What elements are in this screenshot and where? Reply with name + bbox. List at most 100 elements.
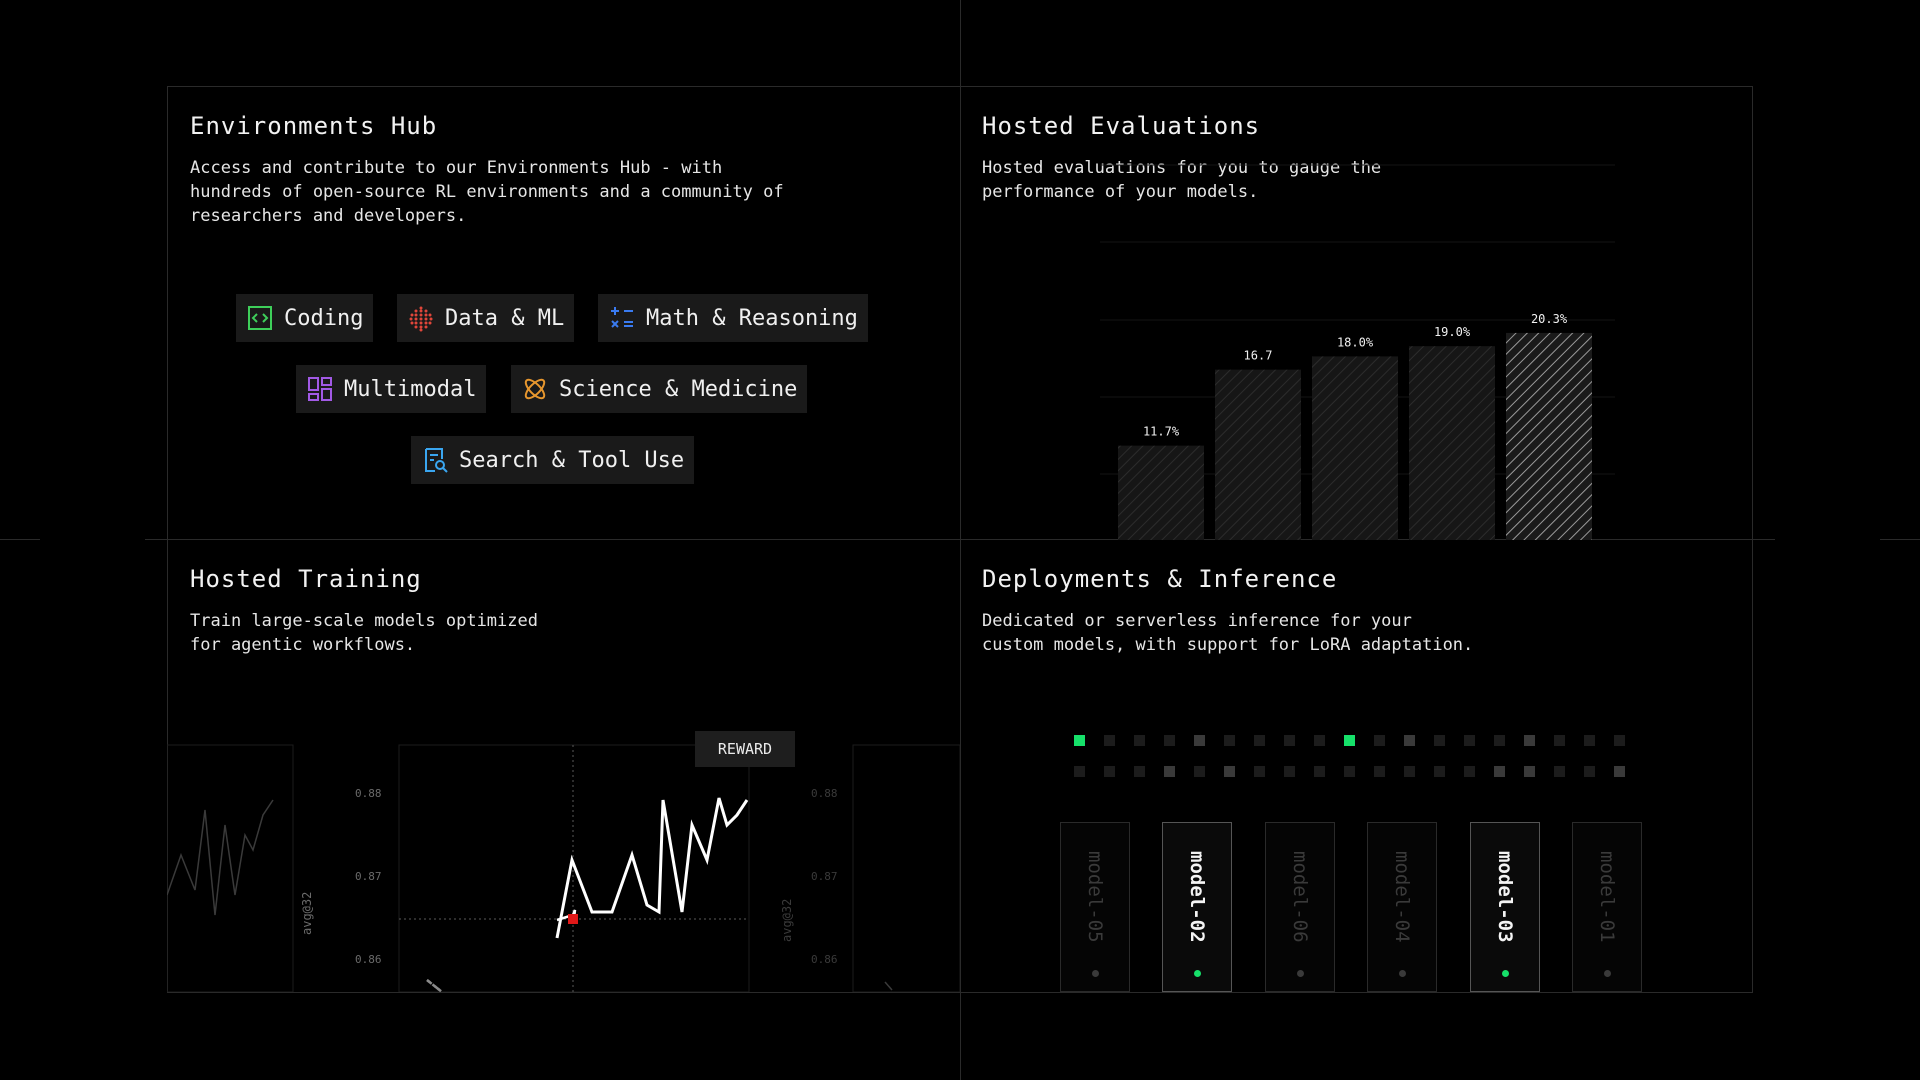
deployments-description: Dedicated or serverless inference for yo… bbox=[982, 611, 1474, 655]
activity-square bbox=[1434, 735, 1445, 746]
tag-label: Coding bbox=[284, 305, 364, 331]
tag-science-medicine[interactable]: Science & Medicine bbox=[511, 365, 808, 413]
model-card-model-02[interactable]: model-02 bbox=[1162, 822, 1232, 992]
y-axis-label: avg@32 bbox=[300, 891, 314, 935]
activity-square bbox=[1314, 766, 1325, 777]
bar-label-2: 18.0% bbox=[1337, 335, 1374, 349]
activity-square bbox=[1254, 735, 1265, 746]
environments-title: Environments Hub bbox=[190, 112, 438, 140]
ghost-y-tick-087: 0.87 bbox=[811, 870, 838, 883]
ghost-series-right bbox=[884, 981, 893, 991]
bar-3 bbox=[1409, 346, 1495, 540]
activity-square bbox=[1074, 766, 1085, 777]
model-card-model-05[interactable]: model-05 bbox=[1060, 822, 1130, 992]
ghost-chart-right bbox=[852, 744, 960, 992]
y-tick-088: 0.88 bbox=[355, 787, 382, 800]
activity-square bbox=[1104, 766, 1115, 777]
activity-square bbox=[1134, 735, 1145, 746]
model-name: model-06 bbox=[1289, 851, 1311, 943]
activity-square bbox=[1464, 735, 1475, 746]
activity-square bbox=[1494, 735, 1505, 746]
ghost-y-tick-086: 0.86 bbox=[811, 953, 838, 966]
data-grid-icon bbox=[407, 304, 435, 332]
activity-square bbox=[1584, 735, 1595, 746]
frame-vertical-divider bbox=[960, 0, 961, 1080]
model-status-dot bbox=[1502, 970, 1509, 977]
tag-label: Search & Tool Use bbox=[459, 447, 685, 473]
ghost-series-left bbox=[167, 799, 274, 916]
training-description: Train large-scale models optimized for a… bbox=[190, 611, 538, 655]
model-card-model-03[interactable]: model-03 bbox=[1470, 822, 1540, 992]
reward-series-current bbox=[555, 797, 749, 939]
ghost-chart-left bbox=[167, 744, 294, 992]
model-status-dot bbox=[1092, 970, 1099, 977]
ghost-y-axis-label: avg@32 bbox=[780, 898, 794, 942]
activity-square bbox=[1284, 766, 1295, 777]
training-title: Hosted Training bbox=[190, 565, 422, 593]
model-name: model-04 bbox=[1391, 851, 1413, 943]
evaluations-title: Hosted Evaluations bbox=[982, 112, 1261, 140]
frame-tick-left bbox=[0, 539, 40, 540]
frame-horizontal-divider bbox=[145, 539, 1775, 540]
activity-square bbox=[1224, 735, 1235, 746]
y-tick-086: 0.86 bbox=[355, 953, 382, 966]
doc-search-icon bbox=[421, 446, 449, 474]
code-icon bbox=[246, 304, 274, 332]
frame-tick-right bbox=[1880, 539, 1920, 540]
y-tick-087: 0.87 bbox=[355, 870, 382, 883]
activity-square bbox=[1584, 766, 1595, 777]
activity-square bbox=[1494, 766, 1505, 777]
activity-square bbox=[1524, 766, 1535, 777]
current-point-marker bbox=[568, 914, 578, 924]
activity-square bbox=[1194, 735, 1205, 746]
model-card-model-01[interactable]: model-01 bbox=[1572, 822, 1642, 992]
ghost-y-tick-088: 0.88 bbox=[811, 787, 838, 800]
activity-square bbox=[1404, 766, 1415, 777]
activity-square bbox=[1554, 735, 1565, 746]
math-ops-icon bbox=[608, 304, 636, 332]
environments-description: Access and contribute to our Environment… bbox=[190, 158, 784, 226]
deployments-title: Deployments & Inference bbox=[982, 565, 1338, 593]
tag-label: Multimodal bbox=[344, 376, 477, 402]
activity-square bbox=[1524, 735, 1535, 746]
layout-grid-icon bbox=[306, 375, 334, 403]
activity-square bbox=[1374, 766, 1385, 777]
activity-square bbox=[1344, 735, 1355, 746]
bar-0 bbox=[1118, 445, 1204, 540]
tag-label: Math & Reasoning bbox=[646, 305, 858, 331]
training-chart bbox=[167, 744, 960, 992]
activity-square bbox=[1164, 766, 1175, 777]
reward-label-text: REWARD bbox=[717, 740, 773, 758]
main-chart-frame bbox=[398, 744, 750, 992]
model-status-dot bbox=[1399, 970, 1406, 977]
activity-square bbox=[1614, 766, 1625, 777]
bar-4 bbox=[1506, 332, 1592, 540]
bar-label-1: 16.7 bbox=[1244, 349, 1273, 363]
bar-1 bbox=[1215, 369, 1301, 540]
reward-label: REWARD bbox=[695, 731, 795, 767]
activity-square bbox=[1224, 766, 1235, 777]
evaluations-description: Hosted evaluations for you to gauge the … bbox=[982, 158, 1382, 202]
model-name: model-03 bbox=[1494, 851, 1516, 943]
activity-square bbox=[1464, 766, 1475, 777]
activity-square bbox=[1194, 766, 1205, 777]
tag-coding[interactable]: Coding bbox=[236, 294, 374, 342]
activity-square bbox=[1074, 735, 1085, 746]
activity-square bbox=[1554, 766, 1565, 777]
tag-data-ml[interactable]: Data & ML bbox=[397, 294, 575, 342]
tag-multimodal[interactable]: Multimodal bbox=[296, 365, 487, 413]
activity-square bbox=[1434, 766, 1445, 777]
activity-square bbox=[1614, 735, 1625, 746]
bar-label-4: 20.3% bbox=[1531, 312, 1568, 326]
tag-search-tool-use[interactable]: Search & Tool Use bbox=[411, 436, 695, 484]
activity-square bbox=[1284, 735, 1295, 746]
model-card-model-04[interactable]: model-04 bbox=[1367, 822, 1437, 992]
activity-square bbox=[1404, 735, 1415, 746]
model-card-model-06[interactable]: model-06 bbox=[1265, 822, 1335, 992]
tag-math-reasoning[interactable]: Math & Reasoning bbox=[598, 294, 868, 342]
atom-icon bbox=[521, 375, 549, 403]
model-name: model-02 bbox=[1186, 851, 1208, 943]
activity-square bbox=[1254, 766, 1265, 777]
model-name: model-01 bbox=[1596, 851, 1618, 943]
model-name: model-05 bbox=[1084, 851, 1106, 943]
